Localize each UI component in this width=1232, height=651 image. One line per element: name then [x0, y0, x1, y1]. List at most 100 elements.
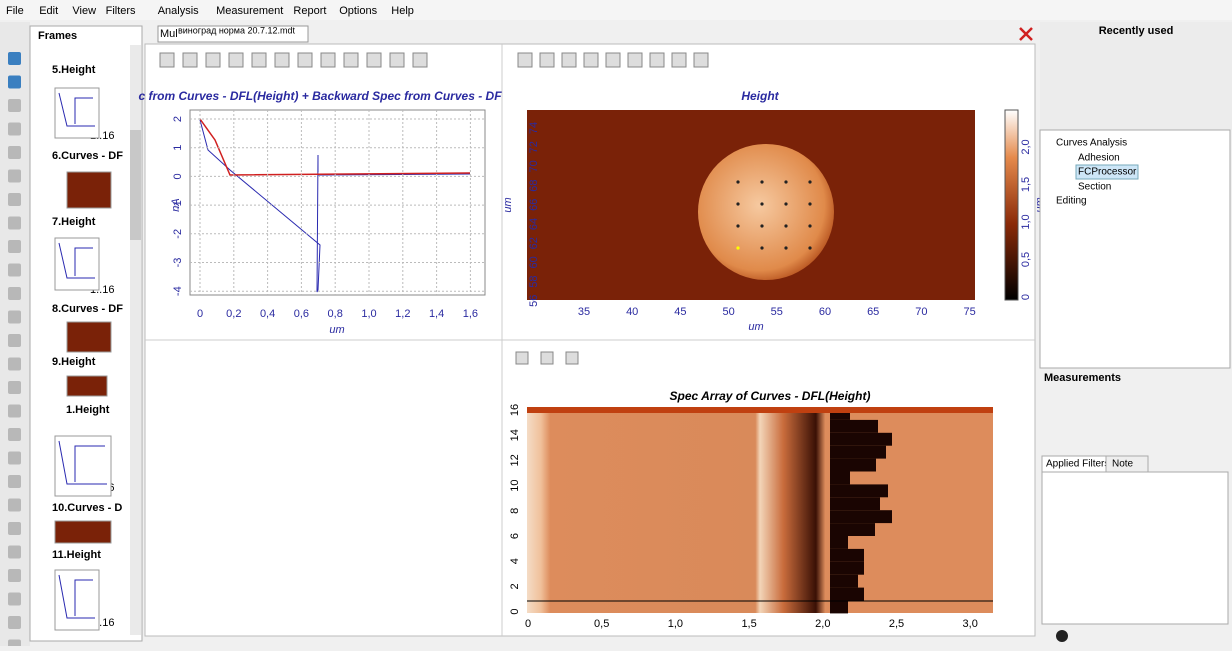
tree-item[interactable]: Editing	[1056, 196, 1087, 207]
y-tick-label: -3	[172, 258, 184, 268]
toolbar-icon[interactable]	[206, 53, 220, 67]
toolbar-icon[interactable]	[275, 53, 289, 67]
toolbar-icon[interactable]	[298, 53, 312, 67]
tool-icon[interactable]	[8, 358, 21, 371]
menu-item[interactable]: Report	[293, 5, 326, 17]
toolbar-icon[interactable]	[321, 53, 335, 67]
menu-item[interactable]: Measurement	[216, 5, 283, 17]
tool-icon[interactable]	[8, 499, 21, 512]
frame-label[interactable]: 5.Height	[52, 64, 96, 76]
toolbar-icon[interactable]	[367, 53, 381, 67]
toolbar-icon[interactable]	[252, 53, 266, 67]
menu-item[interactable]: View	[72, 5, 96, 17]
toolbar-icon[interactable]	[516, 352, 528, 364]
toolbar-icon[interactable]	[390, 53, 404, 67]
frame-label[interactable]: 10.Curves - D	[52, 502, 122, 514]
tool-icon[interactable]	[8, 640, 21, 647]
tree-item[interactable]: FCProcessor	[1078, 167, 1137, 178]
frame-label[interactable]: 1.Height	[66, 404, 110, 416]
tree-item[interactable]: Adhesion	[1078, 153, 1120, 164]
toolbar-icon[interactable]	[628, 53, 642, 67]
tree-item[interactable]: Curves Analysis	[1056, 138, 1127, 149]
tool-icon[interactable]	[8, 546, 21, 559]
tree-item[interactable]: Section	[1078, 182, 1111, 193]
tool-icon[interactable]	[8, 52, 21, 65]
frame-label[interactable]: 11.Height	[52, 549, 101, 561]
thumbnail[interactable]	[55, 570, 99, 630]
thumbnail[interactable]	[55, 521, 111, 543]
tool-icon[interactable]	[8, 381, 21, 394]
frame-label[interactable]: 9.Height	[52, 356, 96, 368]
tool-icon[interactable]	[8, 452, 21, 465]
toolbar-icon[interactable]	[413, 53, 427, 67]
thumbnail[interactable]	[67, 376, 107, 396]
y-tick-label: 72	[528, 141, 540, 153]
menu-item[interactable]: Help	[391, 5, 414, 17]
y-tick-label: -4	[172, 286, 184, 296]
y-tick-label: 2	[509, 583, 521, 589]
y-tick-label: 2	[172, 116, 184, 122]
frame-label[interactable]: 8.Curves - DF	[52, 303, 123, 315]
scroll-thumb[interactable]	[130, 130, 141, 240]
spec-row	[830, 497, 880, 510]
toolbar-icon[interactable]	[566, 352, 578, 364]
thumbnail[interactable]	[67, 322, 111, 352]
tool-icon[interactable]	[8, 240, 21, 253]
tool-icon[interactable]	[8, 264, 21, 277]
menu-item[interactable]: File	[6, 5, 24, 17]
toolbar-icon[interactable]	[541, 352, 553, 364]
tool-icon[interactable]	[8, 193, 21, 206]
thumbnail[interactable]	[55, 238, 99, 290]
panel-tab-label[interactable]: Applied Filters	[1046, 459, 1109, 470]
tool-icon[interactable]	[8, 616, 21, 629]
spec-row	[830, 459, 876, 472]
measure-point	[808, 246, 811, 249]
menu-item[interactable]: Filters	[106, 5, 136, 17]
tool-icon[interactable]	[8, 99, 21, 112]
toolbar-icon[interactable]	[562, 53, 576, 67]
menu-item[interactable]: Edit	[39, 5, 58, 17]
tool-icon[interactable]	[8, 522, 21, 535]
thumbnail[interactable]	[55, 88, 99, 138]
tool-icon[interactable]	[8, 123, 21, 136]
menu-item[interactable]: Options	[339, 5, 377, 17]
toolbar-icon[interactable]	[160, 53, 174, 67]
toolbar-icon[interactable]	[584, 53, 598, 67]
x-tick-label: 1,5	[741, 618, 756, 630]
toolbar-icon[interactable]	[694, 53, 708, 67]
toolbar-icon[interactable]	[229, 53, 243, 67]
menu-item[interactable]: Analysis	[158, 5, 199, 17]
toolbar-icon[interactable]	[650, 53, 664, 67]
toolbar-icon[interactable]	[672, 53, 686, 67]
toolbar-icon[interactable]	[344, 53, 358, 67]
x-tick-label: 1,4	[429, 308, 444, 320]
tool-icon[interactable]	[8, 170, 21, 183]
toolbar-icon[interactable]	[183, 53, 197, 67]
tool-icon[interactable]	[8, 146, 21, 159]
tool-icon[interactable]	[8, 593, 21, 606]
thumbnail[interactable]	[67, 172, 111, 208]
tab-file: виноград норма 20.7.12.mdt	[178, 25, 296, 35]
y-tick-label: 6	[509, 533, 521, 539]
tool-icon[interactable]	[8, 76, 21, 89]
tool-icon[interactable]	[8, 428, 21, 441]
panel-tab-label[interactable]: Note	[1112, 459, 1134, 470]
tool-icon[interactable]	[8, 405, 21, 418]
tool-icon[interactable]	[8, 311, 21, 324]
measure-point	[736, 202, 739, 205]
toolbar-icon[interactable]	[518, 53, 532, 67]
tool-icon[interactable]	[8, 287, 21, 300]
tool-icon[interactable]	[8, 334, 21, 347]
tool-icon[interactable]	[8, 475, 21, 488]
frame-label[interactable]: 7.Height	[52, 216, 96, 228]
frame-label[interactable]: 6.Curves - DF	[52, 150, 123, 162]
tool-icon[interactable]	[8, 217, 21, 230]
plot-title: Height	[741, 89, 779, 103]
y-tick-label: 64	[528, 218, 540, 230]
toolbar-icon[interactable]	[540, 53, 554, 67]
frames-title: Frames	[38, 30, 77, 42]
spec-row	[830, 523, 875, 536]
logo	[1056, 630, 1068, 642]
toolbar-icon[interactable]	[606, 53, 620, 67]
tool-icon[interactable]	[8, 569, 21, 582]
